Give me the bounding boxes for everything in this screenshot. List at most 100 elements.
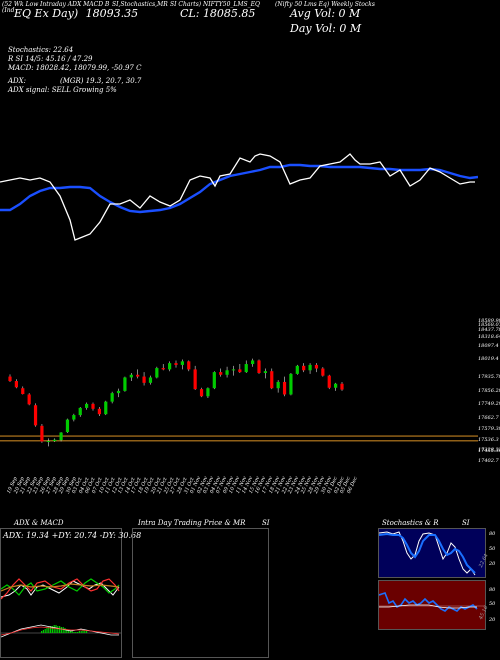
candle-body — [282, 381, 287, 395]
macd-histogram-bar — [59, 626, 61, 633]
macd-histogram-bar — [50, 626, 52, 633]
rsi-signal-line — [379, 604, 477, 609]
macd-histogram-bar — [48, 627, 50, 633]
rsi-line — [379, 592, 478, 612]
rsi-level-20: 20 — [489, 617, 496, 623]
header-line-c: SI,Stochastics,MR — [112, 1, 168, 8]
adx-signal-line — [1, 583, 120, 592]
price-tick-label: 18019.4 — [478, 356, 499, 362]
adx-lines — [1, 578, 120, 600]
macd-histogram-bar — [51, 626, 53, 633]
intraday-panel-si: SI — [262, 519, 270, 527]
adx-label: ADX: — [8, 77, 27, 85]
candle-body — [314, 364, 319, 369]
candle-body — [46, 441, 50, 443]
candle-body — [97, 408, 101, 415]
price-trend-line — [0, 153, 475, 241]
header-line-d: SI Charts) NIFTY50_LMS_EQ — [170, 1, 260, 8]
stochastics-panel[interactable] — [378, 528, 486, 578]
adx-panel[interactable]: ADX: 19.34 +DY: 20.74 -DY: 30.68 — [0, 528, 141, 658]
header-line-f: (Ind — [2, 7, 15, 14]
candle-body — [72, 415, 76, 420]
candle-body — [174, 363, 178, 365]
candle-body — [212, 372, 216, 389]
candle-body — [85, 403, 89, 408]
candle-body — [59, 432, 63, 441]
intraday-panel-title: Intra Day Trading Price & MR — [138, 519, 246, 527]
candle-body — [21, 388, 25, 395]
candle-body — [340, 383, 344, 390]
candle-body — [270, 371, 274, 389]
candle-body — [276, 381, 280, 389]
stoch-level-20: 20 — [489, 561, 496, 567]
rsi-plot — [379, 592, 485, 612]
candle-body — [193, 369, 197, 390]
close-price: CL: 18085.85 — [180, 7, 256, 20]
price-tick-label: 17662.7 — [478, 415, 499, 421]
header-line-e: (Nifty 50 Lms Eq) Weekly Stocks — [275, 1, 375, 8]
intraday-panel[interactable] — [132, 528, 269, 658]
candle-body — [40, 425, 44, 442]
candle-body — [8, 376, 12, 382]
stoch-level-50: 50 — [489, 546, 496, 552]
macd-histogram-bar — [53, 625, 55, 633]
candle-body — [148, 377, 153, 383]
adx-signal: ADX signal: SELL Growing 5% — [8, 86, 117, 94]
candle-body — [91, 403, 95, 409]
macd-histogram-bar — [62, 627, 64, 633]
exchange-label: EQ Ex Day) 18093.35 — [14, 7, 139, 20]
candle-body — [123, 377, 127, 391]
candle-body — [155, 368, 159, 378]
stoch-level-80: 80 — [489, 531, 496, 537]
rsi-readout: R SI 14/5: 45.16 / 47.29 — [8, 55, 93, 63]
candle-body — [295, 365, 299, 374]
avg-volume: Avg Vol: 0 M — [290, 7, 361, 20]
price-tick-label: 17749.29 — [478, 401, 500, 407]
macd-histogram-bar — [55, 625, 57, 633]
candle-body — [142, 376, 146, 383]
candle-body — [219, 372, 223, 375]
adx-values: (MGR) 19.3, 20.7, 30.7 — [60, 77, 142, 85]
candle-body — [65, 419, 70, 433]
price-tick-label: 18437.78 — [478, 327, 500, 333]
macd-histogram-bar — [71, 631, 73, 633]
moving-average-line — [0, 163, 478, 214]
adx-readout: ADX: 19.34 +DY: 20.74 -DY: 30.68 — [3, 531, 142, 540]
day-volume: Day Vol: 0 M — [290, 22, 362, 35]
stoch-panel-si: SI — [462, 519, 470, 527]
candle-body — [251, 360, 255, 365]
minus-di-line — [1, 578, 120, 600]
candle-body — [321, 368, 325, 376]
plus-di-line — [1, 578, 120, 596]
macd-histogram-bar — [77, 632, 79, 633]
rsi-panel[interactable] — [378, 580, 486, 630]
candle-body — [334, 383, 338, 388]
candle-body — [27, 394, 31, 405]
header-line-a: (52 Wk Low — [2, 1, 39, 8]
candle-body — [116, 390, 121, 394]
adx-panel-title: ADX & MACD — [14, 519, 64, 527]
rsi-level-80: 80 — [489, 587, 496, 593]
macd-histogram-bar — [82, 630, 84, 633]
candle-body — [129, 374, 133, 378]
price-tick-label: 18568.07 — [478, 322, 500, 328]
price-tick-label: 18318.64 — [478, 334, 500, 340]
macd-signal-line — [1, 626, 120, 636]
macd-histogram-bar — [42, 630, 44, 633]
price-tick-label: 17328.32 — [478, 447, 500, 453]
macd-histogram-bar — [86, 631, 88, 633]
price-tick-label: 17455.38 — [478, 448, 500, 454]
stoch-panel-title: Stochastics & R — [382, 519, 439, 527]
candle-body — [289, 373, 293, 395]
candle-body — [257, 360, 261, 373]
candle-body — [231, 369, 236, 371]
candle-body — [53, 439, 57, 442]
adx-macd-plot — [1, 578, 121, 638]
macd-histogram-bar — [41, 631, 43, 633]
candle-body — [14, 381, 18, 388]
main-price-chart[interactable] — [0, 140, 478, 450]
price-tick-label: 18097.4 — [478, 343, 499, 349]
candle-body — [308, 364, 312, 371]
candle-body — [187, 361, 191, 370]
stoch-d-line — [379, 532, 476, 574]
